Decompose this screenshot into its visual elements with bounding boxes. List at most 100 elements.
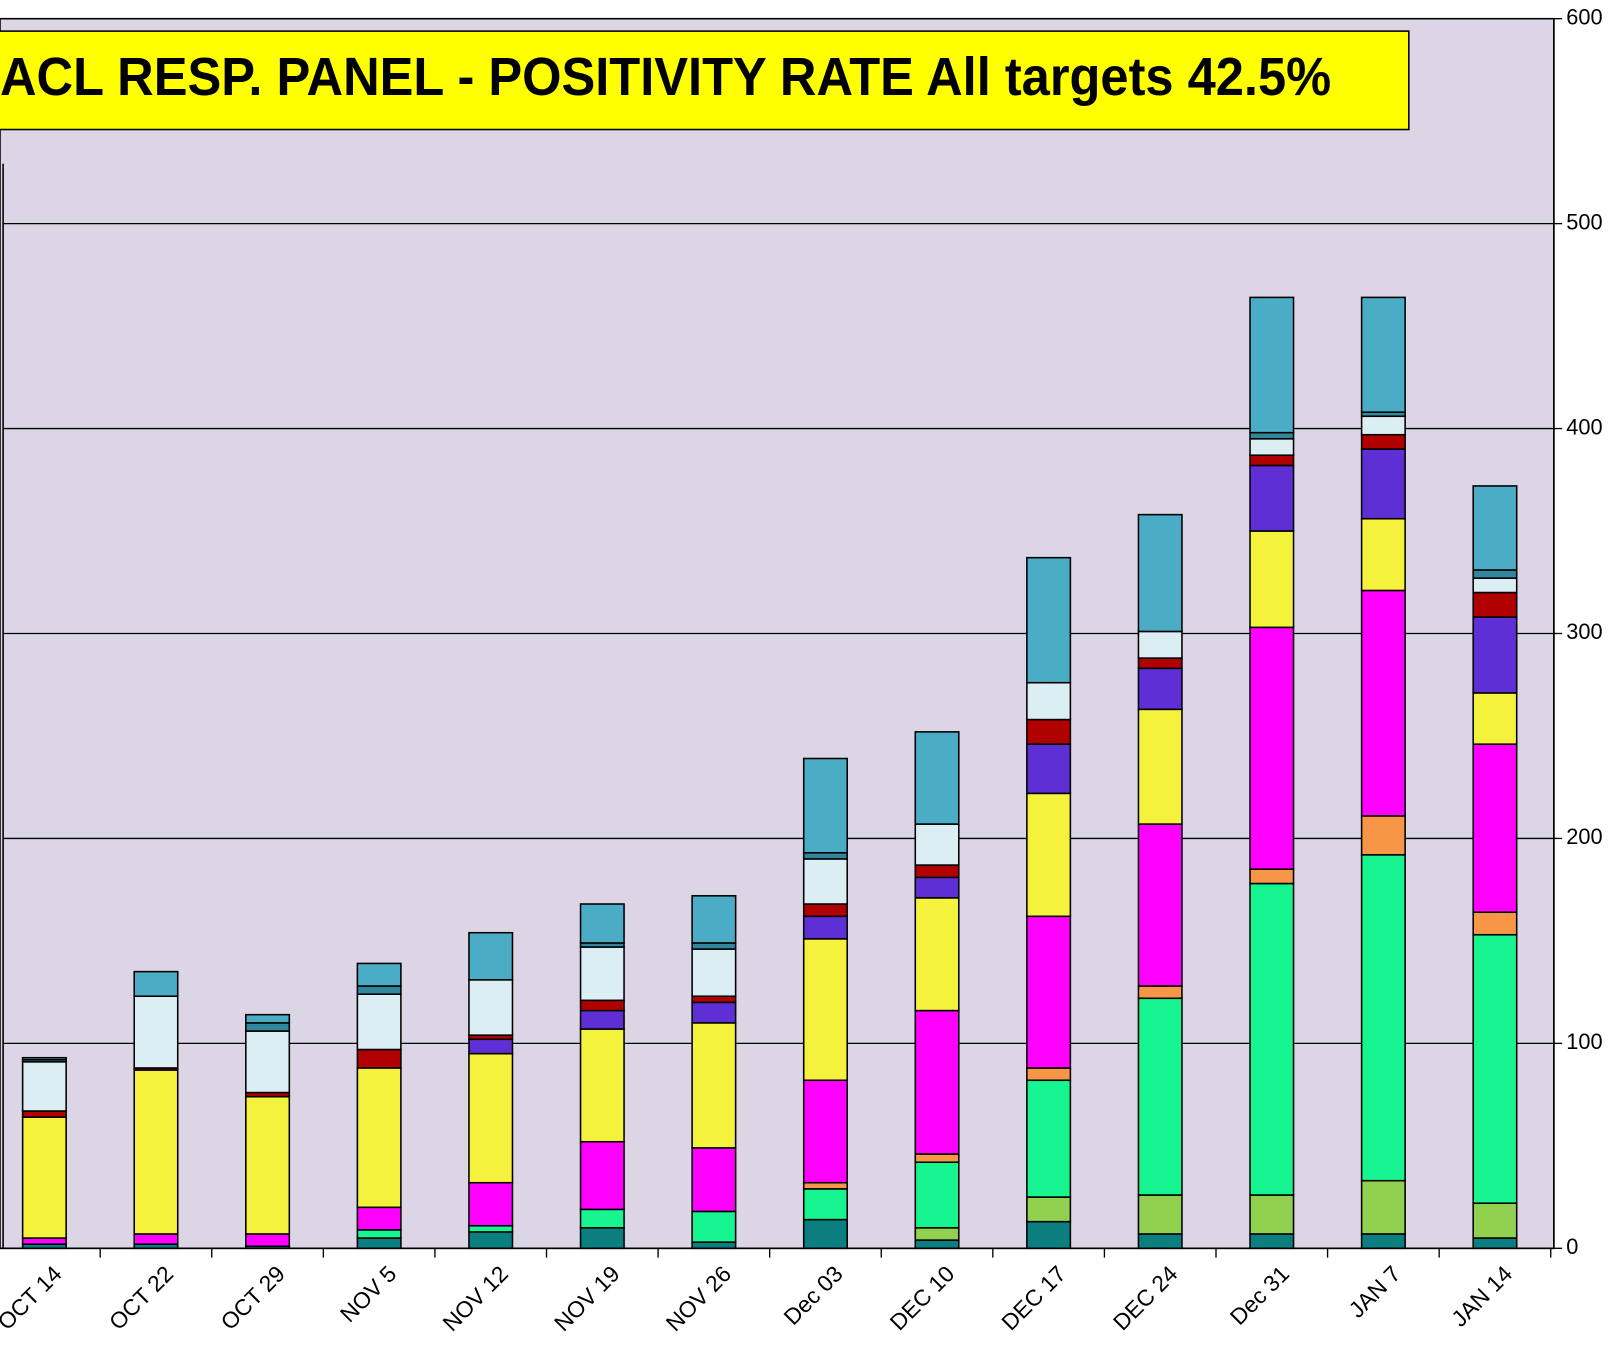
bar-segment	[1026, 718, 1072, 745]
bar-segment	[245, 1022, 291, 1032]
bar-segment	[1360, 1179, 1406, 1235]
y-tick-label: 200	[1566, 824, 1602, 849]
bar-segment	[1026, 1067, 1072, 1082]
x-tick-label: Dec 03	[778, 1260, 847, 1329]
bar-segment	[579, 1140, 625, 1211]
bar-segment	[1137, 708, 1183, 825]
bar-segment	[802, 915, 848, 940]
x-tick-label: DEC 24	[1108, 1260, 1183, 1335]
x-tick-label: OCT 22	[104, 1260, 178, 1334]
bar-segment	[1026, 915, 1072, 1069]
bar-segment	[1026, 1220, 1072, 1250]
bar-segment	[1249, 296, 1295, 434]
bar-segment	[914, 1239, 960, 1250]
chart-title: ACL RESP. PANEL - POSITIVITY RATE All ta…	[0, 47, 1331, 107]
bar-segment	[468, 931, 514, 981]
x-tick-label: OCT 14	[0, 1260, 67, 1334]
x-tick-label: DEC 17	[996, 1260, 1071, 1335]
bar-segment	[1360, 854, 1406, 1182]
bar-segment	[1137, 997, 1183, 1196]
bar-segment	[1472, 577, 1518, 594]
bar-segment	[21, 1061, 67, 1112]
bar-segment	[356, 1229, 402, 1239]
bar-segment	[1249, 438, 1295, 456]
bar-segment	[468, 1181, 514, 1227]
bar-segment	[1137, 657, 1183, 670]
bar-segment	[914, 1227, 960, 1241]
bar-segment	[468, 1052, 514, 1184]
bar-segment	[1472, 1237, 1518, 1250]
bar-segment	[245, 1233, 291, 1248]
bar-segment	[356, 962, 402, 987]
bar-segment	[133, 995, 179, 1069]
bar-segment	[1137, 1233, 1183, 1250]
y-tick-label: 100	[1566, 1029, 1602, 1054]
x-tick-label: Dec 31	[1225, 1260, 1294, 1329]
bar-segment	[691, 1022, 737, 1149]
bar-segment	[21, 1116, 67, 1239]
bar-segment	[1472, 743, 1518, 913]
bar-segment	[914, 1153, 960, 1164]
bar-segment	[802, 1181, 848, 1190]
x-tick-label: NOV 5	[335, 1260, 402, 1327]
bar-segment	[1137, 823, 1183, 987]
bar-segment	[245, 1013, 291, 1024]
bar-segment	[802, 938, 848, 1082]
bar-segment	[1472, 616, 1518, 694]
bar-segment	[1360, 433, 1406, 450]
bar-segment	[579, 946, 625, 1002]
bar-segment	[1026, 1079, 1072, 1198]
bar-segment	[579, 1009, 625, 1030]
bar-segment	[1360, 815, 1406, 856]
bar-segment	[691, 1147, 737, 1213]
bar-segment	[1249, 464, 1295, 532]
bar-segment	[356, 993, 402, 1051]
bar-segment	[1360, 589, 1406, 817]
bar-segment	[914, 1161, 960, 1229]
bar-segment	[1472, 591, 1518, 618]
bar-segment	[1137, 1194, 1183, 1235]
bar-segment	[468, 1224, 514, 1233]
bar-segment	[1249, 868, 1295, 885]
x-tick-label: OCT 29	[215, 1260, 289, 1334]
bar-segment	[1249, 431, 1295, 440]
x-tick-label: NOV 19	[549, 1260, 625, 1336]
bar-segment	[1472, 692, 1518, 745]
bar-segment	[21, 1237, 67, 1245]
bar-segment	[691, 1241, 737, 1250]
bar-segment	[1026, 681, 1072, 721]
bar-segment	[1249, 1194, 1295, 1235]
bar-segment	[1137, 667, 1183, 711]
bar-segment	[468, 1231, 514, 1250]
bar-segment	[802, 1218, 848, 1250]
bar-segment	[691, 895, 737, 944]
bar-segment	[356, 1048, 402, 1069]
bar-segment	[802, 1079, 848, 1184]
bar-segment	[802, 851, 848, 860]
bar-segment	[579, 1208, 625, 1229]
bar-segment	[914, 876, 960, 899]
bar-segment	[1360, 517, 1406, 592]
bar-segment	[21, 1056, 67, 1061]
bar-segment	[579, 999, 625, 1012]
bar-segment	[1472, 569, 1518, 579]
y-tick-label: 300	[1566, 619, 1602, 644]
bar-segment	[21, 1110, 67, 1118]
bar-segment	[579, 1227, 625, 1250]
bar-segment	[1249, 1233, 1295, 1250]
bar-segment	[802, 757, 848, 854]
bar-segment	[356, 1067, 402, 1209]
bar-segment	[691, 942, 737, 950]
bar-segment	[1137, 630, 1183, 659]
bar-segment	[1249, 626, 1295, 870]
bar-segment	[1026, 556, 1072, 684]
bar-segment	[914, 823, 960, 866]
bar-segment	[691, 1210, 737, 1243]
bar-segment	[1360, 415, 1406, 436]
bar-segment	[1249, 454, 1295, 467]
bar-segment	[245, 1030, 291, 1094]
bar-segment	[1360, 296, 1406, 413]
bar-segment	[468, 979, 514, 1036]
y-tick-label: 400	[1566, 414, 1602, 439]
